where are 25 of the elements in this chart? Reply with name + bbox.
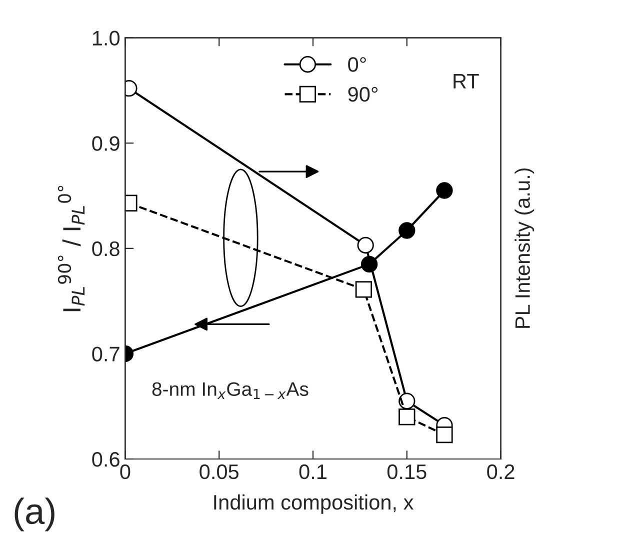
text: (a) <box>14 498 54 532</box>
annotation: RT <box>454 74 479 88</box>
x-tick-label: 0 <box>120 464 130 480</box>
point <box>436 182 453 199</box>
x-axis-title: Indium composition, x <box>214 494 414 514</box>
x-tick-label: 0.05 <box>200 464 238 480</box>
legend-label: 0° <box>348 57 366 72</box>
y-tick-label: 0.9 <box>92 136 120 151</box>
x-tick-label: 0.1 <box>299 464 326 480</box>
y2-axis-title: PL Intensity (a.u.) <box>514 168 534 328</box>
y-tick-label: 1.0 <box>92 30 120 46</box>
point <box>398 408 416 426</box>
y-tick-label: 0.8 <box>92 241 120 256</box>
legend-label: 90° <box>348 86 378 102</box>
point <box>357 236 374 254</box>
point <box>355 281 372 298</box>
point <box>436 426 453 444</box>
point <box>398 222 416 239</box>
y-tick-label: 0.7 <box>92 346 120 362</box>
y-tick-label: 0.6 <box>92 452 120 467</box>
y-axis-title: I$_{PL}$$^{90°}$ / I$_{PL}$$^{0°}$ <box>58 186 85 312</box>
annotation: 8-nm In$_{x}$Ga$_{1−x}$As <box>152 382 308 399</box>
x-tick-label: 0.15 <box>387 464 426 480</box>
point <box>398 392 416 410</box>
x-tick-label: 0.2 <box>487 464 514 480</box>
